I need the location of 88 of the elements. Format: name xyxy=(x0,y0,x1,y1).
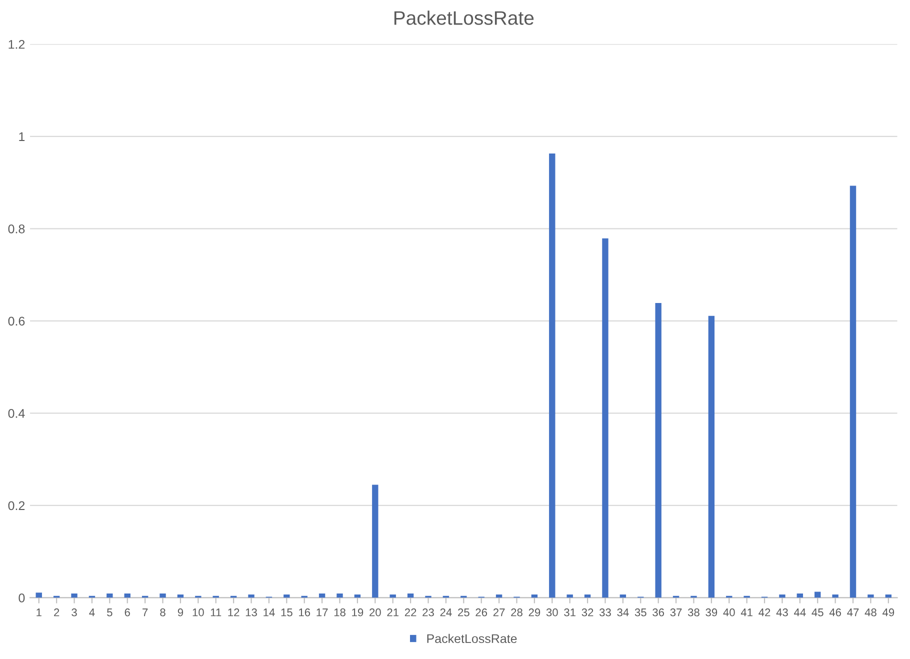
x-tick-label: 42 xyxy=(758,608,770,616)
x-tick-label: 34 xyxy=(617,608,629,616)
x-tick-label: 15 xyxy=(281,608,292,616)
x-tick-label: 46 xyxy=(829,608,842,616)
x-tick-label: 5 xyxy=(107,608,112,616)
x-tick-label: 24 xyxy=(440,608,452,616)
x-tick-label: 31 xyxy=(564,608,576,616)
x-tick-label: 1 xyxy=(36,608,42,616)
x-tick-label: 18 xyxy=(334,608,346,616)
x-tick-label: 8 xyxy=(160,608,166,616)
x-tick-label: 38 xyxy=(688,608,700,616)
bar xyxy=(832,594,838,598)
bar xyxy=(318,594,326,598)
x-tick-label: 17 xyxy=(316,608,328,616)
y-tick-label: 0.6 xyxy=(8,316,25,326)
x-tick-label: 21 xyxy=(387,608,398,616)
bar xyxy=(885,594,892,598)
bar xyxy=(814,592,821,598)
bar xyxy=(655,302,662,598)
bar xyxy=(372,484,378,598)
y-tick-label: 1.2 xyxy=(8,40,25,49)
bar xyxy=(390,594,396,598)
bar xyxy=(566,594,573,598)
y-tick-label: 0 xyxy=(18,594,25,602)
x-tick-label: 49 xyxy=(882,608,894,616)
bar xyxy=(106,594,113,598)
bar xyxy=(531,594,538,598)
x-tick-label: 22 xyxy=(404,608,416,616)
bar xyxy=(620,594,626,598)
bar xyxy=(779,594,786,598)
bar xyxy=(354,594,361,598)
bar xyxy=(796,594,804,598)
bar xyxy=(177,594,184,598)
x-tick-label: 44 xyxy=(794,608,806,616)
chart-title: PacketLossRate xyxy=(394,10,534,25)
x-tick-label: 36 xyxy=(652,608,664,616)
x-tick-label: 9 xyxy=(178,608,184,616)
x-tick-label: 14 xyxy=(264,608,275,616)
x-tick-label: 30 xyxy=(546,608,558,616)
x-tick-label: 33 xyxy=(599,608,611,616)
bar xyxy=(602,238,608,598)
bar xyxy=(868,594,874,598)
x-tick-label: 7 xyxy=(142,608,148,616)
bar xyxy=(407,594,414,598)
y-tick-label: 0.4 xyxy=(8,408,25,418)
bar xyxy=(549,153,556,598)
x-tick-label: 25 xyxy=(458,608,470,616)
x-tick-label: 6 xyxy=(124,608,130,616)
x-tick-label: 35 xyxy=(634,608,646,616)
x-tick-label: 41 xyxy=(740,608,752,616)
bar xyxy=(160,594,166,598)
x-tick-label: 19 xyxy=(352,608,364,616)
x-tick-label: 29 xyxy=(528,608,540,616)
x-tick-label: 3 xyxy=(72,608,77,616)
x-tick-label: 26 xyxy=(476,608,488,616)
x-tick-label: 11 xyxy=(210,608,222,616)
bar xyxy=(708,316,715,598)
y-tick-label: 0.2 xyxy=(8,501,25,510)
x-tick-label: 48 xyxy=(864,608,876,616)
bar xyxy=(850,186,856,598)
x-tick-label: 23 xyxy=(422,608,434,616)
y-tick-label: 0.8 xyxy=(8,224,25,234)
x-tick-label: 12 xyxy=(228,608,240,616)
legend-label: PacketLossRate xyxy=(427,634,517,644)
x-tick-label: 28 xyxy=(511,608,522,616)
x-tick-label: 40 xyxy=(723,608,735,616)
x-tick-label: 13 xyxy=(246,608,257,616)
x-tick-label: 27 xyxy=(493,608,505,616)
x-tick-label: 47 xyxy=(847,608,859,616)
x-tick-label: 4 xyxy=(89,608,95,616)
x-tick-label: 32 xyxy=(582,608,594,616)
y-tick-label: 1 xyxy=(19,132,25,141)
bar xyxy=(336,594,343,598)
bar xyxy=(584,594,591,598)
x-tick-label: 2 xyxy=(54,608,60,616)
bar xyxy=(496,594,502,598)
bar xyxy=(71,594,78,598)
x-tick-label: 37 xyxy=(670,608,682,616)
x-tick-label: 20 xyxy=(370,608,381,616)
x-tick-label: 16 xyxy=(299,608,310,616)
x-tick-label: 45 xyxy=(812,608,824,616)
bar xyxy=(248,594,254,598)
bar xyxy=(36,592,42,598)
x-tick-label: 43 xyxy=(776,608,788,616)
x-tick-label: 10 xyxy=(192,608,204,616)
bar xyxy=(284,594,290,598)
x-tick-label: 39 xyxy=(706,608,718,616)
bar xyxy=(124,594,130,598)
